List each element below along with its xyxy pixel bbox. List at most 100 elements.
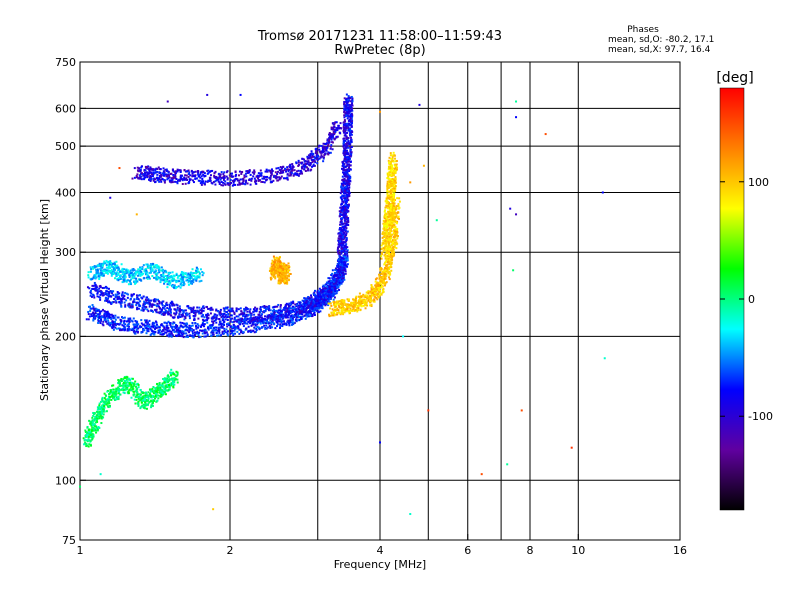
trace-point bbox=[158, 180, 161, 183]
trace-point bbox=[341, 233, 344, 236]
trace-point bbox=[229, 325, 232, 328]
trace-point bbox=[206, 314, 209, 317]
trace-point bbox=[223, 175, 226, 178]
chart-subtitle: RwPretec (8p) bbox=[334, 43, 425, 58]
trace-point bbox=[345, 256, 348, 259]
trace-point bbox=[390, 266, 393, 269]
trace-point bbox=[386, 268, 389, 271]
trace-point bbox=[169, 333, 172, 336]
trace-point bbox=[297, 316, 300, 319]
trace-point bbox=[229, 307, 232, 310]
trace-point bbox=[218, 181, 221, 184]
trace-point bbox=[394, 235, 397, 238]
trace-point bbox=[209, 312, 212, 315]
trace-point bbox=[186, 336, 189, 339]
trace-point bbox=[177, 316, 180, 319]
trace-point bbox=[300, 312, 303, 315]
trace-point bbox=[395, 205, 398, 208]
trace-point bbox=[388, 262, 391, 265]
trace-point bbox=[192, 308, 195, 311]
trace-point bbox=[276, 311, 279, 314]
trace-point bbox=[350, 309, 353, 312]
trace-point bbox=[321, 285, 324, 288]
trace-point bbox=[329, 298, 332, 301]
trace-point bbox=[203, 329, 206, 332]
trace-point bbox=[229, 178, 232, 181]
trace-point bbox=[337, 261, 340, 264]
trace-point bbox=[185, 177, 188, 180]
trace-point bbox=[309, 311, 312, 314]
trace-point bbox=[185, 313, 188, 316]
trace-point bbox=[106, 310, 109, 313]
trace-point bbox=[345, 175, 348, 178]
trace-point bbox=[168, 333, 171, 336]
trace-point bbox=[149, 334, 152, 337]
trace-point bbox=[345, 145, 348, 148]
trace-point bbox=[352, 308, 355, 311]
trace-point bbox=[355, 295, 358, 298]
trace-point bbox=[383, 268, 386, 271]
trace-point bbox=[311, 158, 314, 161]
trace-point bbox=[360, 300, 363, 303]
trace-point bbox=[304, 311, 307, 314]
trace-point bbox=[306, 311, 309, 314]
trace-point bbox=[182, 178, 185, 181]
trace-point bbox=[95, 286, 98, 289]
trace-point bbox=[193, 331, 196, 334]
trace-point bbox=[334, 290, 337, 293]
trace-point bbox=[246, 307, 249, 310]
trace-point bbox=[347, 199, 350, 202]
trace-point bbox=[206, 321, 209, 324]
trace-point bbox=[191, 175, 194, 178]
trace-point bbox=[123, 301, 126, 304]
trace-point bbox=[363, 296, 366, 299]
trace-point bbox=[112, 321, 115, 324]
trace-point bbox=[247, 325, 250, 328]
trace-point bbox=[232, 175, 235, 178]
trace-point bbox=[318, 144, 321, 147]
trace-point bbox=[390, 269, 393, 272]
trace-point bbox=[269, 315, 272, 318]
trace-point bbox=[258, 317, 261, 320]
trace-point bbox=[206, 319, 209, 322]
trace-point bbox=[144, 172, 147, 175]
trace-point bbox=[132, 317, 135, 320]
trace-point bbox=[160, 301, 163, 304]
trace-point bbox=[240, 172, 243, 175]
trace-point bbox=[230, 310, 233, 313]
trace-point bbox=[127, 304, 130, 307]
trace-point bbox=[191, 330, 194, 333]
trace-point bbox=[344, 226, 347, 229]
trace-point bbox=[264, 318, 267, 321]
trace-point bbox=[336, 300, 339, 303]
trace-point bbox=[337, 124, 340, 127]
trace-point bbox=[344, 147, 347, 150]
trace-point bbox=[239, 321, 242, 324]
trace-point bbox=[151, 175, 154, 178]
trace-point bbox=[342, 214, 345, 217]
trace-point bbox=[295, 170, 298, 173]
trace-point bbox=[276, 319, 279, 322]
trace-point bbox=[207, 328, 210, 331]
trace-point bbox=[143, 323, 146, 326]
trace-point bbox=[396, 230, 399, 233]
trace-point bbox=[135, 304, 138, 307]
trace-point bbox=[371, 286, 374, 289]
trace-point bbox=[147, 325, 150, 328]
trace-point bbox=[327, 141, 330, 144]
trace-point bbox=[343, 241, 346, 244]
trace-point bbox=[296, 311, 299, 314]
trace-point bbox=[181, 312, 184, 315]
trace-point bbox=[332, 289, 335, 292]
trace-point bbox=[192, 175, 195, 178]
trace-point bbox=[330, 295, 333, 298]
trace-point bbox=[152, 169, 155, 172]
trace-point bbox=[112, 290, 115, 293]
trace-point bbox=[182, 332, 185, 335]
trace-point bbox=[245, 179, 248, 182]
trace-point bbox=[345, 259, 348, 262]
trace-point bbox=[108, 295, 111, 298]
trace-point bbox=[345, 243, 348, 246]
trace-point bbox=[353, 309, 356, 312]
trace-point bbox=[229, 183, 232, 186]
